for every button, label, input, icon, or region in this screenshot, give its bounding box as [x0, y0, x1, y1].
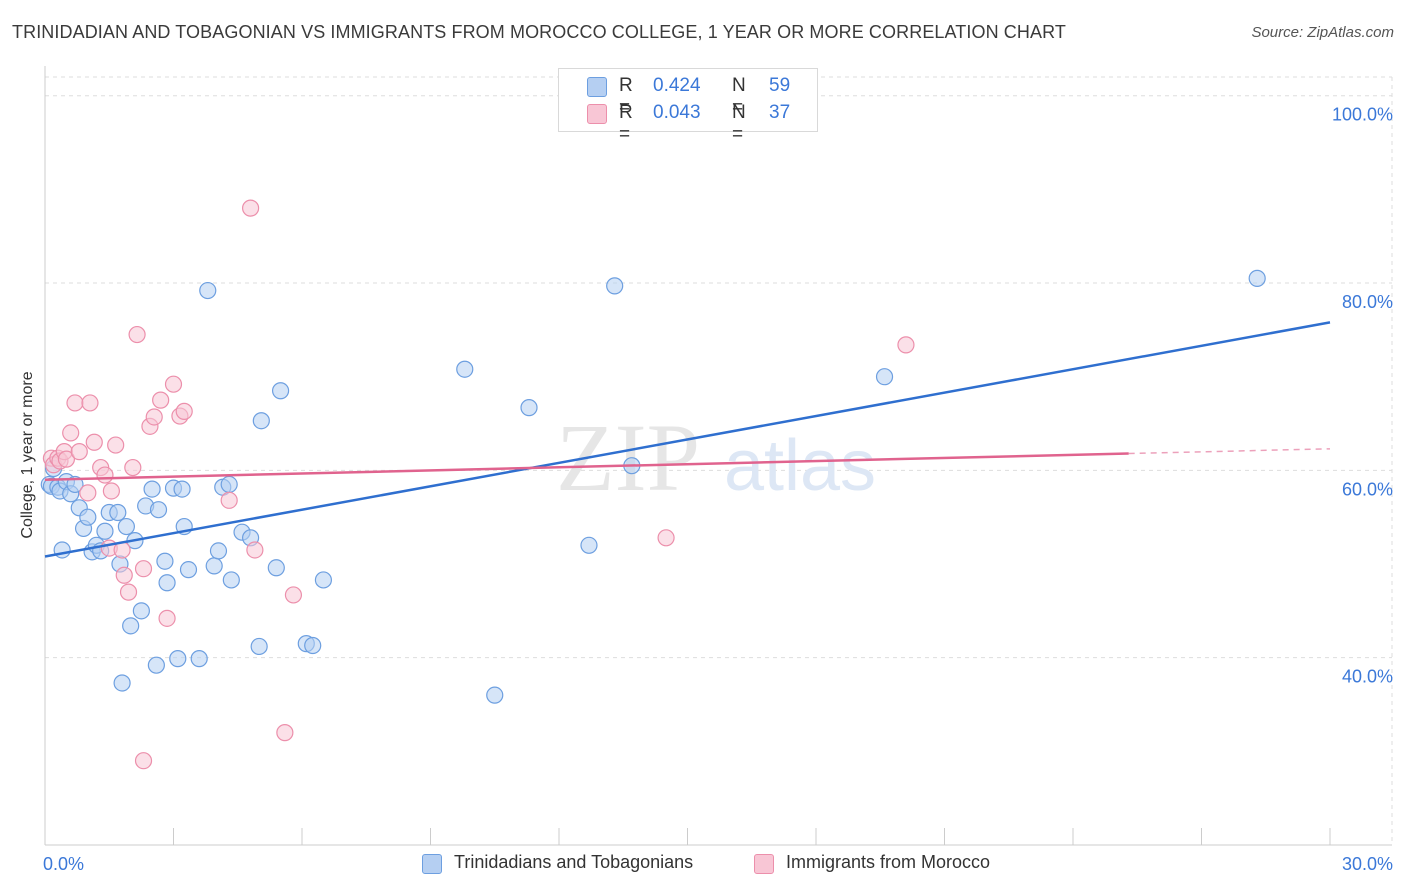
point-trinidadian: [109, 503, 127, 522]
chart-title: TRINIDADIAN AND TOBAGONIAN VS IMMIGRANTS…: [12, 22, 1066, 42]
point-trinidadian: [875, 368, 894, 386]
point-trinidadian: [156, 552, 174, 570]
legend-n-label: N =: [732, 102, 746, 145]
point-morocco: [134, 560, 153, 578]
bottom-legend-swatch-pink: [754, 854, 774, 874]
axes: [44, 66, 1392, 846]
point-trinidadian: [199, 281, 217, 300]
point-trinidadian: [456, 360, 474, 378]
y-tick-label: 40.0%: [1342, 667, 1393, 687]
point-trinidadian: [96, 522, 114, 540]
trend-line-trinidadian: [44, 321, 1331, 558]
point-trinidadian: [190, 650, 208, 668]
point-trinidadian: [132, 602, 150, 620]
point-morocco: [124, 458, 142, 477]
point-morocco: [657, 529, 675, 547]
legend-swatch-pink: [587, 104, 607, 124]
point-morocco: [128, 325, 146, 344]
legend: R = 0.424 N = 59 R = 0.043 N = 37: [558, 68, 818, 145]
point-morocco: [66, 394, 84, 412]
legend-n-value: 37: [769, 102, 791, 123]
point-morocco: [220, 491, 238, 509]
point-trinidadian: [209, 542, 228, 560]
x-tick-label: 30.0%: [1342, 854, 1393, 874]
tick-labels: 0.0% 30.0% 40.0% 60.0% 80.0% 100.0%: [43, 105, 1393, 874]
point-trinidadian: [117, 517, 135, 536]
legend-r-label: R =: [619, 75, 633, 118]
point-trinidadian: [220, 475, 238, 494]
point-morocco: [115, 566, 133, 584]
point-trinidadian: [520, 399, 538, 417]
point-trinidadian: [66, 475, 84, 494]
point-morocco: [276, 724, 294, 742]
point-trinidadian: [271, 382, 290, 400]
point-morocco: [145, 408, 163, 426]
y-tick-label: 100.0%: [1332, 105, 1393, 125]
point-morocco: [242, 199, 260, 217]
point-trinidadian: [252, 412, 270, 430]
point-morocco: [85, 433, 103, 451]
bottom-legend-label: Trinidadians and Tobagonians: [454, 852, 694, 872]
point-trinidadian: [147, 656, 165, 674]
point-trinidadian: [1248, 269, 1266, 287]
point-morocco: [175, 402, 193, 420]
legend-r-value: 0.043: [653, 102, 701, 123]
point-trinidadian: [304, 636, 322, 655]
bottom-legend-label: Immigrants from Morocco: [786, 852, 991, 872]
point-trinidadian: [205, 557, 223, 575]
point-morocco: [284, 586, 303, 604]
grid-lines: [45, 76, 1393, 845]
point-trinidadian: [314, 571, 333, 589]
point-morocco: [81, 394, 99, 412]
point-morocco: [164, 375, 183, 393]
bottom-legend-swatch-blue: [422, 854, 442, 874]
legend-r-label: R =: [619, 102, 633, 145]
point-trinidadian: [149, 501, 168, 519]
point-trinidadian: [158, 574, 176, 592]
legend-n-value: 59: [769, 75, 791, 96]
source-credit: Source: ZipAtlas.com: [1251, 24, 1394, 41]
point-morocco: [119, 583, 138, 601]
point-morocco: [79, 484, 97, 502]
y-tick-label: 60.0%: [1342, 479, 1393, 499]
point-morocco: [246, 541, 264, 559]
point-trinidadian: [222, 571, 240, 589]
trend-lines: [44, 321, 1331, 558]
point-morocco: [57, 450, 76, 468]
x-tick-label: 0.0%: [43, 854, 84, 874]
point-morocco: [70, 443, 88, 461]
point-trinidadian: [250, 637, 268, 656]
point-trinidadian: [113, 674, 131, 692]
point-trinidadian: [122, 617, 140, 635]
y-tick-label: 80.0%: [1342, 292, 1393, 312]
point-morocco: [102, 482, 120, 500]
watermark-atlas: atlas: [724, 426, 876, 506]
point-trinidadian: [173, 480, 191, 498]
trend-line-morocco-extension: [1128, 448, 1331, 455]
point-morocco: [62, 424, 80, 442]
legend-swatch-blue: [587, 77, 607, 97]
point-morocco: [152, 391, 170, 409]
trend-line-morocco: [44, 452, 1129, 481]
point-trinidadian: [79, 508, 97, 526]
point-morocco: [158, 609, 176, 627]
legend-r-value: 0.424: [653, 75, 701, 96]
point-trinidadian: [179, 561, 198, 579]
point-trinidadian: [267, 559, 285, 577]
point-trinidadian: [143, 480, 161, 498]
point-morocco: [897, 336, 915, 354]
point-morocco: [96, 466, 114, 484]
point-morocco: [107, 436, 125, 454]
point-trinidadian: [486, 686, 504, 704]
legend-n-label: N =: [732, 75, 746, 118]
point-trinidadian: [580, 536, 598, 554]
point-trinidadian: [606, 277, 624, 295]
watermark-zip: ZIP: [556, 404, 700, 511]
point-morocco: [134, 752, 153, 770]
point-trinidadian: [169, 650, 187, 668]
